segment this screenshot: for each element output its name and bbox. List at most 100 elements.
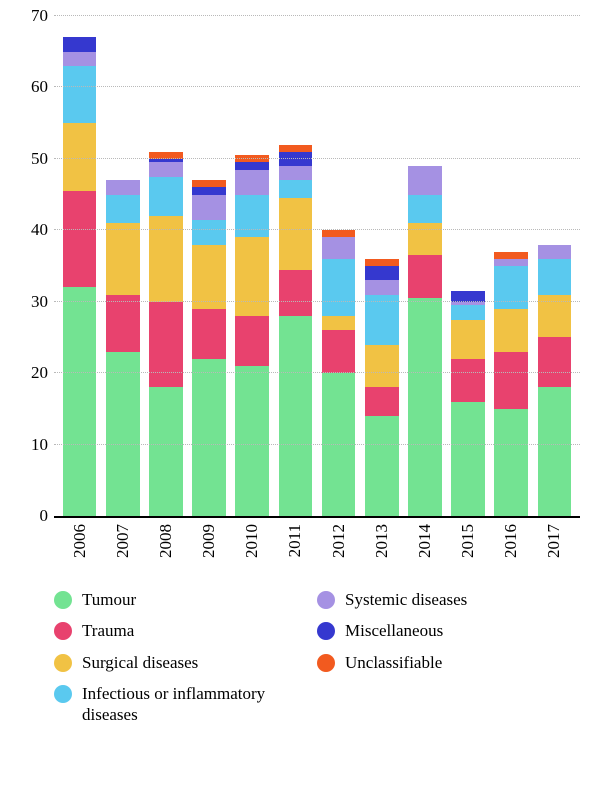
legend-item: Tumour [54, 589, 317, 610]
bar-segment-tumour [106, 352, 140, 516]
bar-segment-tumour [235, 366, 269, 516]
bar-segment-systemic [408, 166, 442, 195]
legend-item: Surgical diseases [54, 652, 317, 673]
bar-segment-unclass [494, 252, 528, 259]
bar [365, 259, 399, 516]
bar-segment-misc [192, 187, 226, 194]
bar-segment-systemic [63, 52, 97, 66]
bar [408, 166, 442, 516]
legend-swatch [54, 591, 72, 609]
bar [451, 291, 485, 516]
x-tick-label: 2016 [490, 518, 533, 563]
legend-label: Miscellaneous [345, 620, 443, 641]
bar-column [447, 18, 490, 516]
bar-segment-unclass [322, 230, 356, 237]
bar-column [317, 18, 360, 516]
bar-segment-infectious [63, 66, 97, 123]
bar-segment-misc [279, 152, 313, 166]
bar-segment-infectious [192, 220, 226, 245]
bar-column [533, 18, 576, 516]
legend-swatch [317, 654, 335, 672]
bar-segment-misc [235, 162, 269, 169]
bar-column [188, 18, 231, 516]
bar-segment-trauma [365, 387, 399, 416]
bar-segment-systemic [192, 195, 226, 220]
legend-label: Systemic diseases [345, 589, 467, 610]
bar-segment-trauma [192, 309, 226, 359]
bar-segment-systemic [235, 170, 269, 195]
legend-item: Unclassifiable [317, 652, 580, 673]
x-tick-label: 2014 [403, 518, 446, 563]
bar-segment-infectious [494, 266, 528, 309]
bar-segment-infectious [235, 195, 269, 238]
bar-column [490, 18, 533, 516]
x-axis-labels: 2006200720082009201020112012201320142015… [54, 518, 580, 563]
bar-segment-surgical [365, 345, 399, 388]
legend-label: Unclassifiable [345, 652, 442, 673]
bar [494, 252, 528, 516]
bar [322, 230, 356, 516]
bar-segment-trauma [279, 270, 313, 316]
y-tick-label: 40 [18, 220, 48, 240]
x-tick-label: 2009 [188, 518, 231, 563]
bar-segment-systemic [106, 180, 140, 194]
bar [538, 245, 572, 516]
bar-segment-unclass [365, 259, 399, 266]
bar-segment-tumour [451, 402, 485, 516]
legend-item: Miscellaneous [317, 620, 580, 641]
bar-segment-infectious [279, 180, 313, 198]
y-tick-label: 60 [18, 77, 48, 97]
gridline [54, 444, 580, 445]
bar-column [101, 18, 144, 516]
bar [192, 180, 226, 516]
bar-segment-surgical [451, 320, 485, 359]
bar-segment-trauma [235, 316, 269, 366]
x-tick-label: 2017 [533, 518, 576, 563]
bar-segment-surgical [279, 198, 313, 269]
y-tick-label: 70 [18, 6, 48, 26]
bar-segment-infectious [538, 259, 572, 295]
bar-segment-surgical [106, 223, 140, 294]
x-tick-label: 2011 [274, 518, 317, 563]
gridline [54, 15, 580, 16]
bar-segment-systemic [322, 237, 356, 258]
bar-segment-infectious [451, 305, 485, 319]
y-tick-label: 10 [18, 435, 48, 455]
bars-container [54, 18, 580, 516]
x-tick-label: 2008 [144, 518, 187, 563]
bar-segment-tumour [63, 287, 97, 516]
bar-segment-systemic [365, 280, 399, 294]
x-tick-label: 2015 [447, 518, 490, 563]
bar-segment-unclass [235, 155, 269, 162]
bar-segment-tumour [408, 298, 442, 516]
bar-segment-misc [365, 266, 399, 280]
legend-swatch [317, 591, 335, 609]
bar-segment-unclass [279, 145, 313, 152]
legend-swatch [54, 685, 72, 703]
y-tick-label: 50 [18, 149, 48, 169]
bar-segment-infectious [106, 195, 140, 224]
bar-segment-infectious [149, 177, 183, 216]
stacked-bar-chart: 010203040506070 200620072008200920102011… [18, 18, 580, 735]
y-tick-label: 0 [18, 506, 48, 526]
bar-segment-misc [63, 37, 97, 51]
bar-segment-tumour [192, 359, 226, 516]
y-tick-label: 30 [18, 292, 48, 312]
legend-label: Infectious or inflammatory diseases [82, 683, 307, 726]
gridline [54, 158, 580, 159]
bar-segment-surgical [192, 245, 226, 309]
x-tick-label: 2013 [360, 518, 403, 563]
bar-segment-infectious [322, 259, 356, 316]
legend-label: Surgical diseases [82, 652, 198, 673]
bar-segment-surgical [494, 309, 528, 352]
bar-segment-infectious [365, 295, 399, 345]
bar-column [360, 18, 403, 516]
bar-segment-trauma [538, 337, 572, 387]
bar [149, 152, 183, 516]
legend-item: Systemic diseases [317, 589, 580, 610]
bar-segment-trauma [408, 255, 442, 298]
bar-segment-tumour [494, 409, 528, 516]
bar-segment-tumour [538, 387, 572, 516]
bar-segment-trauma [149, 302, 183, 388]
bar-column [403, 18, 446, 516]
